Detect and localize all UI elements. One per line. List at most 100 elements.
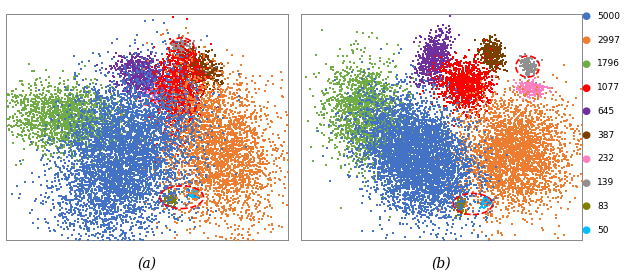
Point — [337, 106, 347, 110]
Point — [372, 104, 383, 108]
Point — [189, 193, 200, 197]
Point — [371, 127, 381, 131]
Point — [424, 160, 435, 164]
Point — [157, 160, 167, 164]
Point — [164, 164, 175, 168]
Point — [429, 39, 439, 43]
Point — [410, 129, 420, 133]
Point — [79, 99, 89, 103]
Point — [170, 69, 180, 74]
Point — [178, 96, 188, 101]
Point — [497, 154, 508, 159]
Point — [50, 109, 60, 113]
Point — [470, 78, 481, 82]
Point — [429, 146, 439, 151]
Point — [72, 145, 83, 149]
Point — [164, 112, 175, 116]
Point — [343, 105, 353, 109]
Point — [402, 171, 412, 175]
Point — [166, 131, 176, 135]
Point — [497, 194, 507, 198]
Point — [404, 122, 414, 126]
Point — [417, 164, 428, 168]
Point — [218, 174, 228, 178]
Point — [141, 97, 151, 101]
Point — [157, 93, 168, 97]
Point — [144, 135, 154, 139]
Point — [173, 153, 184, 157]
Point — [60, 174, 70, 178]
Point — [344, 97, 355, 101]
Point — [424, 156, 435, 161]
Point — [180, 164, 190, 168]
Point — [202, 150, 212, 154]
Point — [418, 182, 428, 187]
Point — [122, 85, 132, 89]
Point — [156, 146, 166, 151]
Point — [399, 191, 410, 195]
Point — [161, 206, 172, 210]
Point — [431, 182, 442, 186]
Point — [77, 132, 88, 136]
Point — [442, 221, 452, 225]
Point — [83, 156, 93, 161]
Point — [99, 174, 109, 178]
Point — [191, 193, 201, 198]
Point — [345, 119, 355, 123]
Point — [506, 165, 516, 170]
Point — [504, 159, 514, 164]
Point — [184, 88, 194, 93]
Point — [145, 126, 155, 130]
Point — [364, 169, 374, 173]
Point — [119, 169, 129, 174]
Point — [417, 181, 427, 185]
Point — [145, 67, 155, 72]
Point — [193, 77, 204, 82]
Point — [338, 132, 348, 136]
Point — [409, 163, 419, 168]
Point — [518, 143, 528, 148]
Point — [188, 187, 198, 192]
Point — [200, 161, 210, 165]
Point — [445, 195, 456, 199]
Point — [209, 84, 219, 88]
Point — [175, 96, 186, 100]
Point — [52, 122, 63, 126]
Point — [48, 118, 58, 123]
Point — [202, 174, 212, 178]
Point — [291, 205, 301, 209]
Point — [99, 162, 109, 167]
Point — [99, 113, 109, 117]
Point — [266, 139, 276, 144]
Point — [155, 82, 165, 86]
Point — [529, 73, 539, 77]
Point — [75, 147, 85, 152]
Point — [127, 158, 138, 162]
Point — [94, 153, 104, 157]
Point — [206, 75, 216, 79]
Point — [193, 66, 203, 71]
Point — [168, 43, 178, 47]
Point — [402, 160, 412, 165]
Point — [437, 110, 447, 114]
Point — [420, 171, 431, 175]
Point — [276, 168, 286, 173]
Point — [173, 91, 184, 96]
Point — [498, 215, 508, 219]
Point — [177, 57, 187, 62]
Point — [408, 169, 418, 173]
Point — [164, 97, 175, 101]
Point — [379, 100, 389, 104]
Point — [172, 44, 182, 48]
Point — [404, 128, 414, 132]
Point — [108, 171, 118, 175]
Point — [463, 86, 474, 90]
Point — [467, 169, 477, 174]
Point — [130, 122, 140, 126]
Point — [372, 107, 383, 112]
Point — [367, 117, 377, 121]
Point — [425, 142, 435, 146]
Point — [395, 160, 405, 164]
Point — [517, 211, 527, 215]
Point — [147, 111, 157, 115]
